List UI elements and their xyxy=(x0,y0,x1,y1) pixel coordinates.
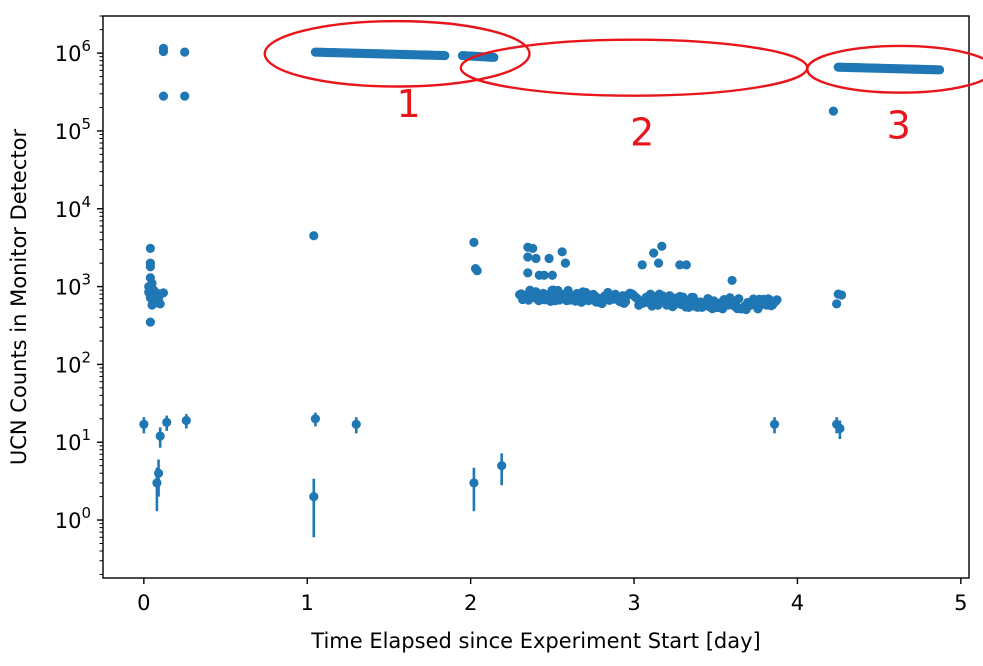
data-point xyxy=(469,237,479,247)
data-point xyxy=(497,461,507,471)
x-tick-label: 0 xyxy=(137,591,150,615)
x-tick-label: 5 xyxy=(954,591,967,615)
y-tick-label: 106 xyxy=(55,37,91,66)
data-point xyxy=(544,253,554,264)
data-point xyxy=(469,478,479,488)
data-point xyxy=(472,266,482,276)
data-point xyxy=(560,258,571,268)
data-point xyxy=(158,91,169,101)
data-point xyxy=(310,414,321,424)
annotation-label-2: 2 xyxy=(630,111,654,155)
data-point xyxy=(547,270,557,280)
data-point xyxy=(139,419,149,429)
data-point xyxy=(158,46,169,57)
data-point xyxy=(309,492,319,502)
y-tick-label: 101 xyxy=(55,426,91,455)
data-point xyxy=(309,231,319,241)
annotation-layer: 1 2 3 xyxy=(263,19,983,155)
data-point xyxy=(180,47,190,57)
y-axis-label: UCN Counts in Monitor Detector xyxy=(7,129,31,466)
data-point xyxy=(351,419,361,429)
data-point xyxy=(523,268,533,278)
y-tick-label: 102 xyxy=(55,348,91,377)
data-point xyxy=(769,419,780,429)
annotation-ellipse-1 xyxy=(263,19,531,88)
y-tick-label: 103 xyxy=(55,271,91,300)
x-tick-label: 3 xyxy=(627,591,640,615)
data-point xyxy=(832,299,842,309)
data-point xyxy=(145,262,155,272)
x-tick-label: 2 xyxy=(464,591,477,615)
data-layer xyxy=(139,43,945,538)
data-point xyxy=(147,300,157,310)
data-point xyxy=(180,91,190,101)
data-point xyxy=(675,260,685,270)
data-point xyxy=(145,317,155,327)
data-point xyxy=(162,417,172,427)
data-point xyxy=(489,52,499,62)
y-tick-label: 100 xyxy=(55,504,91,533)
data-point xyxy=(637,260,647,270)
x-tick-label: 1 xyxy=(301,591,314,615)
data-point xyxy=(440,50,450,61)
data-point xyxy=(828,106,838,116)
y-tick-label: 105 xyxy=(55,115,91,144)
data-point xyxy=(772,295,782,305)
x-axis-label: Time Elapsed since Experiment Start [day… xyxy=(310,629,760,653)
data-point xyxy=(653,258,664,268)
data-point xyxy=(155,299,165,309)
axes-layer: 0 1 2 3 4 5 100 101 102 103 104 105 106 xyxy=(55,15,968,615)
x-tick-label: 4 xyxy=(791,591,804,615)
data-point xyxy=(531,253,541,264)
data-point xyxy=(145,243,155,253)
data-point xyxy=(934,65,945,75)
data-point xyxy=(152,478,162,488)
data-point xyxy=(836,290,847,300)
data-point xyxy=(657,241,667,251)
data-point xyxy=(523,252,533,262)
data-point xyxy=(727,275,737,286)
data-point xyxy=(681,260,691,270)
data-point xyxy=(678,292,688,302)
data-point xyxy=(155,431,165,441)
data-point xyxy=(734,294,744,304)
data-point xyxy=(835,423,845,434)
annotation-label-1: 1 xyxy=(396,82,420,126)
data-point xyxy=(181,415,191,426)
data-point xyxy=(649,248,659,258)
y-tick-label: 104 xyxy=(55,193,91,222)
data-point xyxy=(528,243,538,253)
annotation-label-3: 3 xyxy=(887,103,911,147)
data-point xyxy=(539,270,549,280)
data-point xyxy=(153,468,164,478)
annotation-ellipse-3 xyxy=(806,44,983,94)
data-point xyxy=(557,247,567,257)
